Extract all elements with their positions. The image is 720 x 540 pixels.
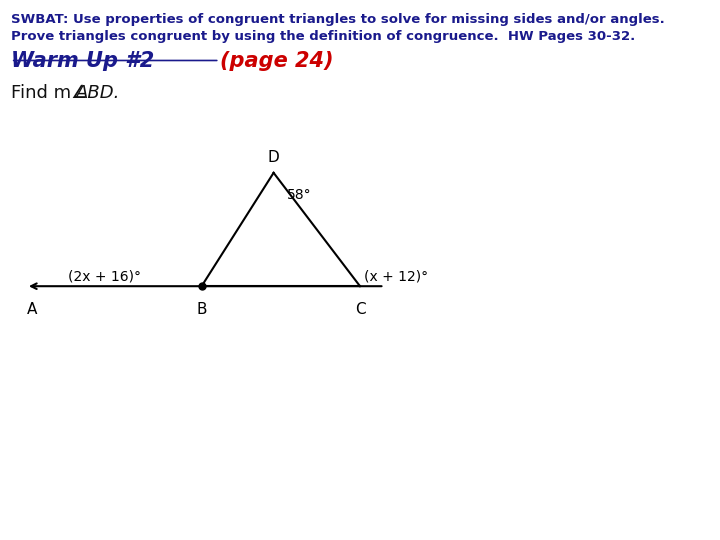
Text: ABD.: ABD. [76,84,120,102]
Text: 58°: 58° [287,188,311,202]
Text: (x + 12)°: (x + 12)° [364,269,428,284]
Text: Prove triangles congruent by using the definition of congruence.  HW Pages 30-32: Prove triangles congruent by using the d… [11,30,635,43]
Text: C: C [355,302,365,318]
Text: SWBAT: Use properties of congruent triangles to solve for missing sides and/or a: SWBAT: Use properties of congruent trian… [11,14,665,26]
Text: B: B [197,302,207,318]
Text: D: D [268,150,279,165]
Text: A: A [27,302,37,318]
Text: Warm Up #2: Warm Up #2 [11,51,161,71]
Text: (2x + 16)°: (2x + 16)° [68,269,141,284]
Text: (page 24): (page 24) [220,51,333,71]
Text: Find m∠: Find m∠ [11,84,87,102]
